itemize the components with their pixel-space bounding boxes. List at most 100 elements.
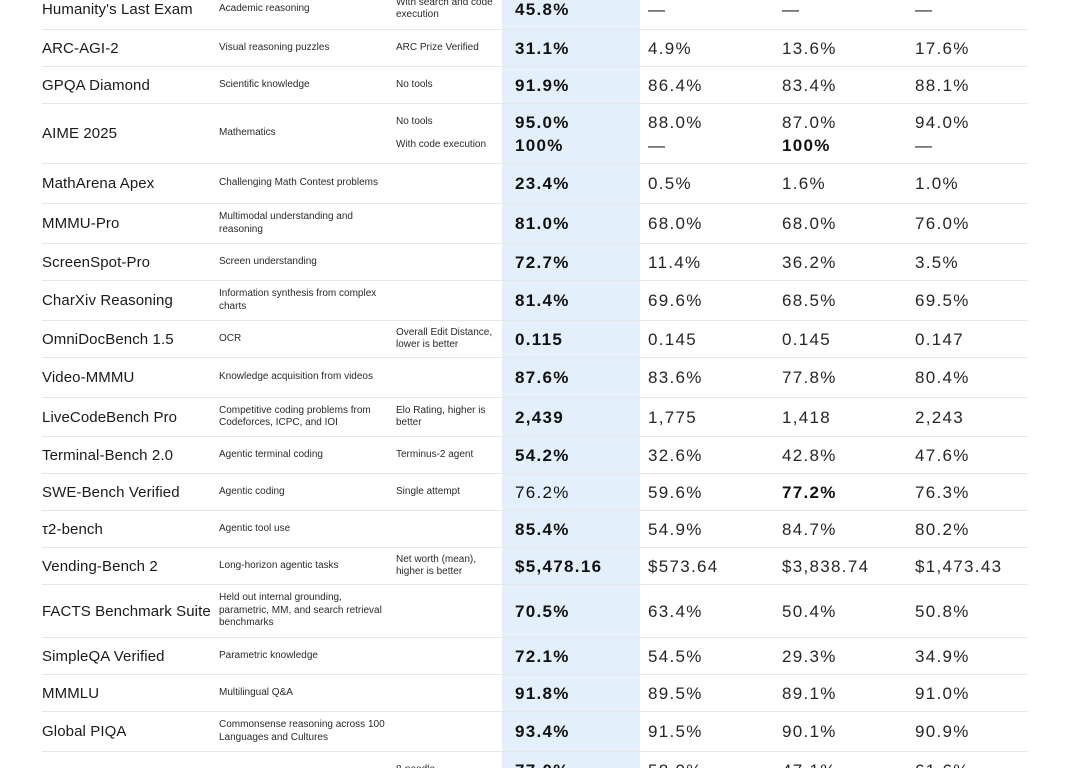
score-cell: 68.0% (648, 204, 773, 243)
benchmark-condition: 8-needle (396, 752, 506, 768)
table-row: ARC-AGI-2 Visual reasoning puzzles ARC Pri… (42, 30, 1028, 67)
score-value: 31.1% (515, 38, 570, 58)
benchmark-condition: With search and code execution (396, 0, 506, 29)
benchmark-name: Global PIQA (42, 723, 127, 740)
benchmark-condition (396, 712, 506, 751)
score-cell: 88.0% — (648, 104, 773, 163)
score-cell: 0.147 (915, 321, 1040, 357)
score-cell: 42.8% (782, 437, 907, 473)
highlighted-score-cell: $5,478.16 (515, 548, 640, 584)
benchmark-description: Screen understanding (219, 255, 317, 267)
score-cell: 76.3% (915, 474, 1040, 510)
score-value: 54.5% (648, 646, 703, 666)
score-value: 0.115 (515, 329, 564, 349)
score-value: 0.147 (915, 329, 965, 349)
condition-text: No tools (396, 79, 433, 90)
score-value: 23.4% (515, 174, 570, 193)
benchmark-name: ScreenSpot-Pro (42, 253, 151, 271)
score-cell: 86.4% (648, 67, 773, 103)
score-value: 91.9% (515, 75, 570, 95)
score-cell: 90.1% (782, 712, 907, 751)
condition-text: Elo Rating, higher is better (396, 405, 486, 428)
score-value: 100% (515, 135, 564, 155)
benchmark-condition (396, 204, 506, 243)
score-value: — (915, 0, 934, 19)
score-value: 11.4% (648, 252, 702, 272)
benchmark-condition (396, 638, 506, 674)
highlighted-score-cell: 81.4% (515, 281, 640, 320)
table-row: Global PIQA Commonsense reasoning across … (42, 712, 1028, 752)
score-cell: 54.9% (648, 511, 773, 547)
score-value: — (782, 0, 801, 19)
score-value: 86.4% (648, 75, 703, 95)
table-row: SWE-Bench Verified Agentic coding Single a… (42, 474, 1028, 511)
score-value: 89.1% (782, 683, 837, 703)
score-cell: 3.5% (915, 244, 1040, 280)
score-cell: 68.5% (782, 281, 907, 320)
score-value: 59.6% (648, 482, 703, 502)
benchmark-description: Mathematics (219, 127, 276, 139)
score-cell: 1.0% (915, 164, 1040, 203)
highlighted-score-cell: 95.0% 100% (515, 104, 640, 163)
score-cell: 1,775 (648, 398, 773, 436)
highlighted-score-cell: 2,439 (515, 398, 640, 436)
highlighted-score-cell: 31.1% (515, 30, 640, 66)
score-cell: — (782, 0, 907, 29)
condition-text: With search and code execution (396, 0, 493, 20)
score-value: 4.9% (648, 38, 692, 58)
score-value: 2,243 (915, 407, 965, 427)
highlighted-score-cell: 76.2% (515, 474, 640, 510)
benchmark-name: SimpleQA Verified (42, 647, 165, 665)
table-row: Terminal-Bench 2.0 Agentic terminal codin… (42, 437, 1028, 474)
score-value: $573.64 (648, 556, 719, 576)
benchmark-name: CharXiv Reasoning (42, 292, 173, 309)
score-value: 90.1% (782, 722, 837, 741)
benchmark-name: MMMLU (42, 684, 100, 702)
score-cell: 89.1% (782, 675, 907, 711)
score-cell: — (648, 0, 773, 29)
benchmark-description: Scientific knowledge (219, 78, 310, 90)
score-cell: 61.6% (915, 752, 1040, 768)
score-cell: 69.5% (915, 281, 1040, 320)
score-cell: 47.6% (915, 437, 1040, 473)
benchmark-description: Multimodal understanding and reasoning (219, 211, 353, 235)
score-cell: 89.5% (648, 675, 773, 711)
score-value: 2,439 (515, 407, 565, 427)
score-cell: 17.6% (915, 30, 1040, 66)
score-value: 63.4% (648, 601, 703, 621)
score-value: 69.5% (915, 291, 970, 310)
benchmark-description: Multilingual Q&A (219, 686, 293, 698)
score-cell: 34.9% (915, 638, 1040, 674)
table-row: FACTS Benchmark Suite Held out internal g… (42, 585, 1028, 638)
highlighted-score-cell: 70.5% (515, 585, 640, 637)
score-cell: 11.4% (648, 244, 773, 280)
table-row: MathArena Apex Challenging Math Contest p… (42, 164, 1028, 204)
benchmark-condition: No tools (396, 67, 506, 103)
score-value: 1.0% (915, 174, 959, 193)
benchmark-description: Agentic tool use (219, 522, 291, 534)
table-row: OmniDocBench 1.5 OCR Overall Edit Distance… (42, 321, 1028, 358)
score-cell: 84.7% (782, 511, 907, 547)
score-value: 100% (782, 135, 831, 155)
score-cell: 83.6% (648, 358, 773, 397)
score-cell: 94.0% — (915, 104, 1040, 163)
table-row: Humanity's Last Exam Academic reasoning Wi… (42, 0, 1028, 30)
score-value: 81.0% (515, 214, 570, 233)
benchmark-description: Information synthesis from complex chart… (219, 288, 377, 312)
score-value: 84.7% (782, 519, 837, 539)
score-value: 0.145 (648, 329, 698, 349)
score-value: 58.0% (648, 759, 773, 768)
score-cell: 1,418 (782, 398, 907, 436)
score-value: 1,775 (648, 407, 698, 427)
highlighted-score-cell: 23.4% (515, 164, 640, 203)
highlighted-score-cell: 72.7% (515, 244, 640, 280)
score-value: 70.5% (515, 601, 570, 621)
table-row: 8-needle77.0%58.0%47.1%61.6% (42, 752, 1028, 768)
score-cell: $573.64 (648, 548, 773, 584)
table-row: GPQA Diamond Scientific knowledge No tools… (42, 67, 1028, 104)
score-value: 87.6% (515, 368, 570, 387)
highlighted-score-cell: 85.4% (515, 511, 640, 547)
score-value: 80.4% (915, 368, 970, 387)
benchmark-condition: Net worth (mean), higher is better (396, 548, 506, 584)
benchmark-condition (396, 281, 506, 320)
